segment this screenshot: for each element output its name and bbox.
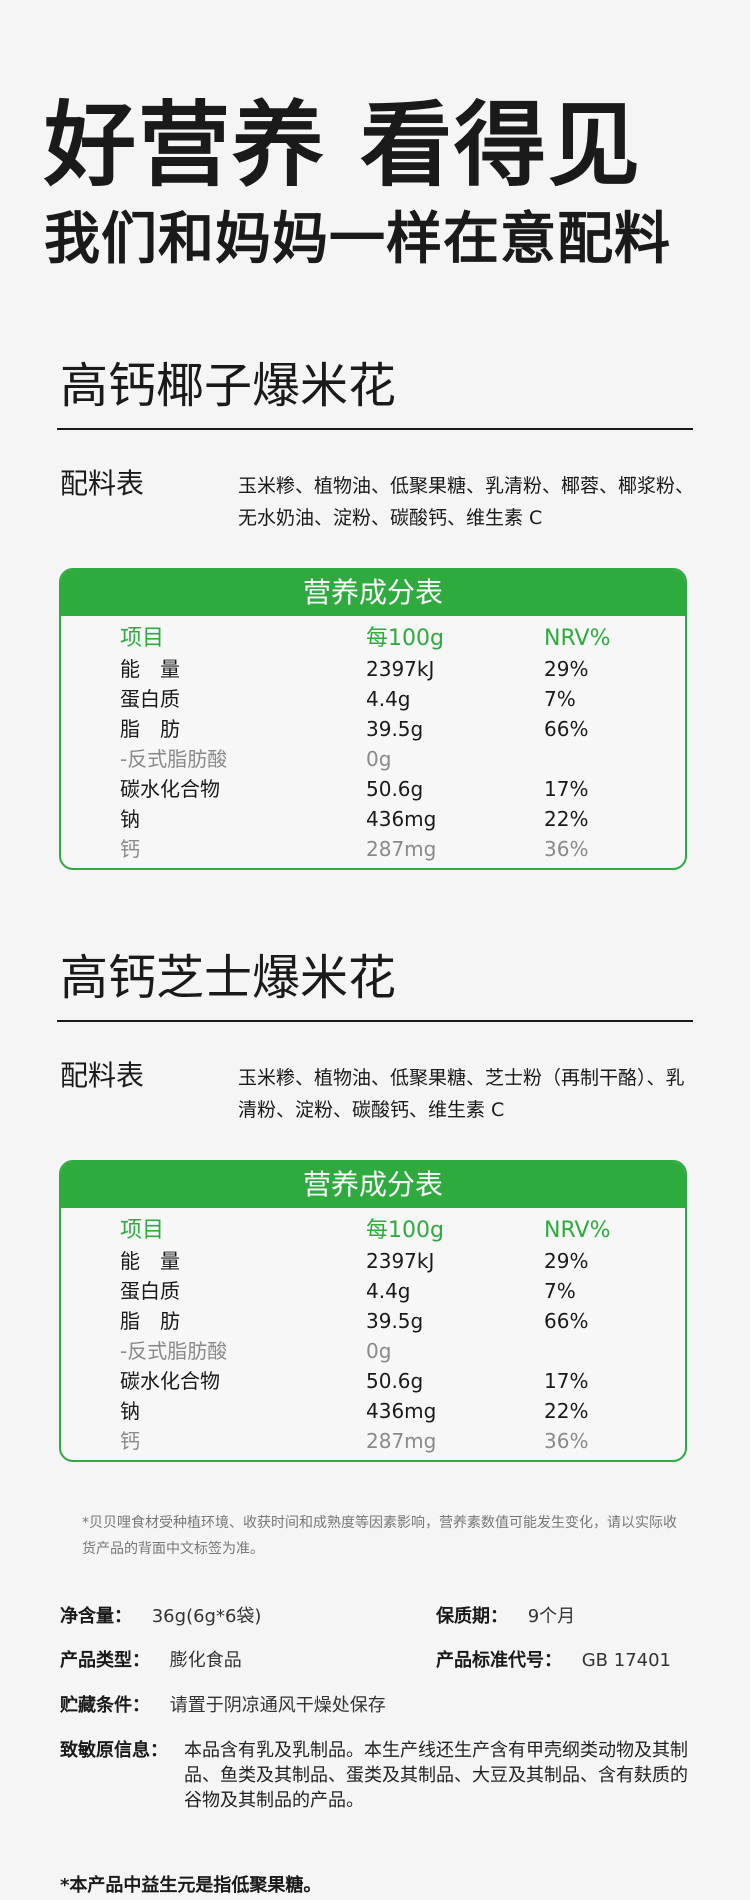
nutrition-row-fat: 脂 肪 39.5g 66% xyxy=(61,1306,685,1336)
row-item: -反式脂肪酸 xyxy=(120,1339,228,1363)
row-per100g: 287mg xyxy=(366,1429,437,1453)
row-item: 能 量 xyxy=(120,1249,180,1273)
row-nrv: 22% xyxy=(544,807,589,831)
net-content: 净含量： 36g(6g*6袋) xyxy=(60,1608,261,1626)
row-item: 钠 xyxy=(120,807,140,831)
ingredients-label: 配料表 xyxy=(60,1059,145,1092)
row-item: 碳水化合物 xyxy=(120,1369,220,1393)
row-item: 钠 xyxy=(120,1399,140,1423)
product-title: 高钙椰子爆米花 xyxy=(60,358,397,414)
product-type: 产品类型： 膨化食品 xyxy=(60,1652,242,1670)
storage-value: 请置于阴凉通风干燥处保存 xyxy=(169,1695,386,1716)
column-header-item: 项目 xyxy=(120,1218,165,1243)
shelf-life: 保质期： 9个月 xyxy=(436,1608,575,1626)
row-per100g: 0g xyxy=(366,747,392,771)
nutrition-table: 营养成分表 项目 每100g NRV% 能 量 2397kJ 29% 蛋白质 4… xyxy=(59,1160,687,1462)
net-content-label: 净含量： xyxy=(60,1606,132,1627)
product-standard: 产品标准代号： GB 17401 xyxy=(436,1652,671,1670)
nutrition-row-trans-fat: -反式脂肪酸 0g xyxy=(61,1336,685,1366)
nutrition-table-heading: 营养成分表 xyxy=(61,570,685,616)
nutrition-header-row: 项目 每100g NRV% xyxy=(61,624,685,654)
product-title: 高钙芝士爆米花 xyxy=(60,950,397,1006)
hero-subtitle: 我们和妈妈一样在意配料 xyxy=(44,207,671,272)
row-per100g: 39.5g xyxy=(366,717,424,741)
divider xyxy=(57,428,693,430)
nutrition-row-sodium: 钠 436mg 22% xyxy=(61,1396,685,1426)
row-item: 蛋白质 xyxy=(120,687,180,711)
product-section-cheese: 高钙芝士爆米花 配料表 玉米糁、植物油、低聚果糖、芝士粉（再制干酪）、乳清粉、淀… xyxy=(0,954,750,1474)
ingredients-label: 配料表 xyxy=(60,467,145,500)
row-per100g: 4.4g xyxy=(366,687,411,711)
product-type-label: 产品类型： xyxy=(60,1650,150,1671)
storage-conditions: 贮藏条件： 请置于阴凉通风干燥处保存 xyxy=(60,1697,386,1715)
row-item: -反式脂肪酸 xyxy=(120,747,228,771)
row-per100g: 39.5g xyxy=(366,1309,424,1333)
row-nrv: 7% xyxy=(544,687,576,711)
disclaimer-note: *贝贝哩食材受种植环境、收获时间和成熟度等因素影响，营养素数值可能发生变化，请以… xyxy=(82,1515,677,1557)
storage-label: 贮藏条件： xyxy=(60,1695,150,1716)
allergen-label: 致敏原信息： xyxy=(60,1740,168,1761)
hero-title: 好营养 看得见 xyxy=(44,92,643,199)
row-nrv: 66% xyxy=(544,1309,589,1333)
row-per100g: 287mg xyxy=(366,837,437,861)
nutrition-row-sodium: 钠 436mg 22% xyxy=(61,804,685,834)
nutrition-row-protein: 蛋白质 4.4g 7% xyxy=(61,684,685,714)
nutrition-row-calcium: 钙 287mg 36% xyxy=(61,1426,685,1456)
row-nrv: 22% xyxy=(544,1399,589,1423)
allergen-text: 本品含有乳及乳制品。本生产线还生产含有甲壳纲类动物及其制品、鱼类及其制品、蛋类及… xyxy=(184,1740,688,1811)
column-header-nrv: NRV% xyxy=(544,1218,611,1243)
product-type-value: 膨化食品 xyxy=(169,1650,242,1671)
row-nrv: 66% xyxy=(544,717,589,741)
nutrition-table-heading: 营养成分表 xyxy=(61,1162,685,1208)
row-per100g: 436mg xyxy=(366,807,437,831)
divider xyxy=(57,1020,693,1022)
nutrition-header-row: 项目 每100g NRV% xyxy=(61,1216,685,1246)
row-per100g: 436mg xyxy=(366,1399,437,1423)
row-nrv: 17% xyxy=(544,777,589,801)
row-per100g: 50.6g xyxy=(366,777,424,801)
column-header-nrv: NRV% xyxy=(544,626,611,651)
row-item: 钙 xyxy=(120,837,140,861)
row-item: 脂 肪 xyxy=(120,1309,180,1333)
product-standard-label: 产品标准代号： xyxy=(436,1650,562,1671)
net-content-value: 36g(6g*6袋) xyxy=(151,1606,262,1627)
nutrition-row-fat: 脂 肪 39.5g 66% xyxy=(61,714,685,744)
row-item: 钙 xyxy=(120,1429,140,1453)
allergen-info: 致敏原信息： 本品含有乳及乳制品。本生产线还生产含有甲壳纲类动物及其制品、鱼类及… xyxy=(60,1738,700,1813)
column-header-per100g: 每100g xyxy=(366,1218,444,1243)
column-header-item: 项目 xyxy=(120,626,165,651)
row-per100g: 50.6g xyxy=(366,1369,424,1393)
row-per100g: 4.4g xyxy=(366,1279,411,1303)
row-nrv: 17% xyxy=(544,1369,589,1393)
nutrition-row-carbohydrate: 碳水化合物 50.6g 17% xyxy=(61,1366,685,1396)
row-nrv: 29% xyxy=(544,1249,589,1273)
nutrition-row-trans-fat: -反式脂肪酸 0g xyxy=(61,744,685,774)
row-item: 碳水化合物 xyxy=(120,777,220,801)
nutrition-row-calcium: 钙 287mg 36% xyxy=(61,834,685,864)
column-header-per100g: 每100g xyxy=(366,626,444,651)
row-per100g: 0g xyxy=(366,1339,392,1363)
ingredients-text: 玉米糁、植物油、低聚果糖、芝士粉（再制干酪）、乳清粉、淀粉、碳酸钙、维生素 C xyxy=(238,1067,685,1121)
row-nrv: 7% xyxy=(544,1279,576,1303)
row-per100g: 2397kJ xyxy=(366,1249,435,1273)
row-item: 蛋白质 xyxy=(120,1279,180,1303)
row-item: 脂 肪 xyxy=(120,717,180,741)
product-standard-value: GB 17401 xyxy=(581,1650,672,1671)
nutrition-row-protein: 蛋白质 4.4g 7% xyxy=(61,1276,685,1306)
row-item: 能 量 xyxy=(120,657,180,681)
row-per100g: 2397kJ xyxy=(366,657,435,681)
row-nrv: 29% xyxy=(544,657,589,681)
nutrition-row-carbohydrate: 碳水化合物 50.6g 17% xyxy=(61,774,685,804)
nutrition-row-energy: 能 量 2397kJ 29% xyxy=(61,654,685,684)
nutrition-row-energy: 能 量 2397kJ 29% xyxy=(61,1246,685,1276)
shelf-life-value: 9个月 xyxy=(527,1606,576,1627)
ingredients-text: 玉米糁、植物油、低聚果糖、乳清粉、椰蓉、椰浆粉、无水奶油、淀粉、碳酸钙、维生素 … xyxy=(238,475,695,529)
row-nrv: 36% xyxy=(544,1429,589,1453)
footer-note: *本产品中益生元是指低聚果糖。 xyxy=(60,1875,322,1896)
nutrition-table: 营养成分表 项目 每100g NRV% 能 量 2397kJ 29% 蛋白质 4… xyxy=(59,568,687,870)
shelf-life-label: 保质期： xyxy=(436,1606,508,1627)
row-nrv: 36% xyxy=(544,837,589,861)
product-section-coconut: 高钙椰子爆米花 配料表 玉米糁、植物油、低聚果糖、乳清粉、椰蓉、椰浆粉、无水奶油… xyxy=(0,362,750,882)
